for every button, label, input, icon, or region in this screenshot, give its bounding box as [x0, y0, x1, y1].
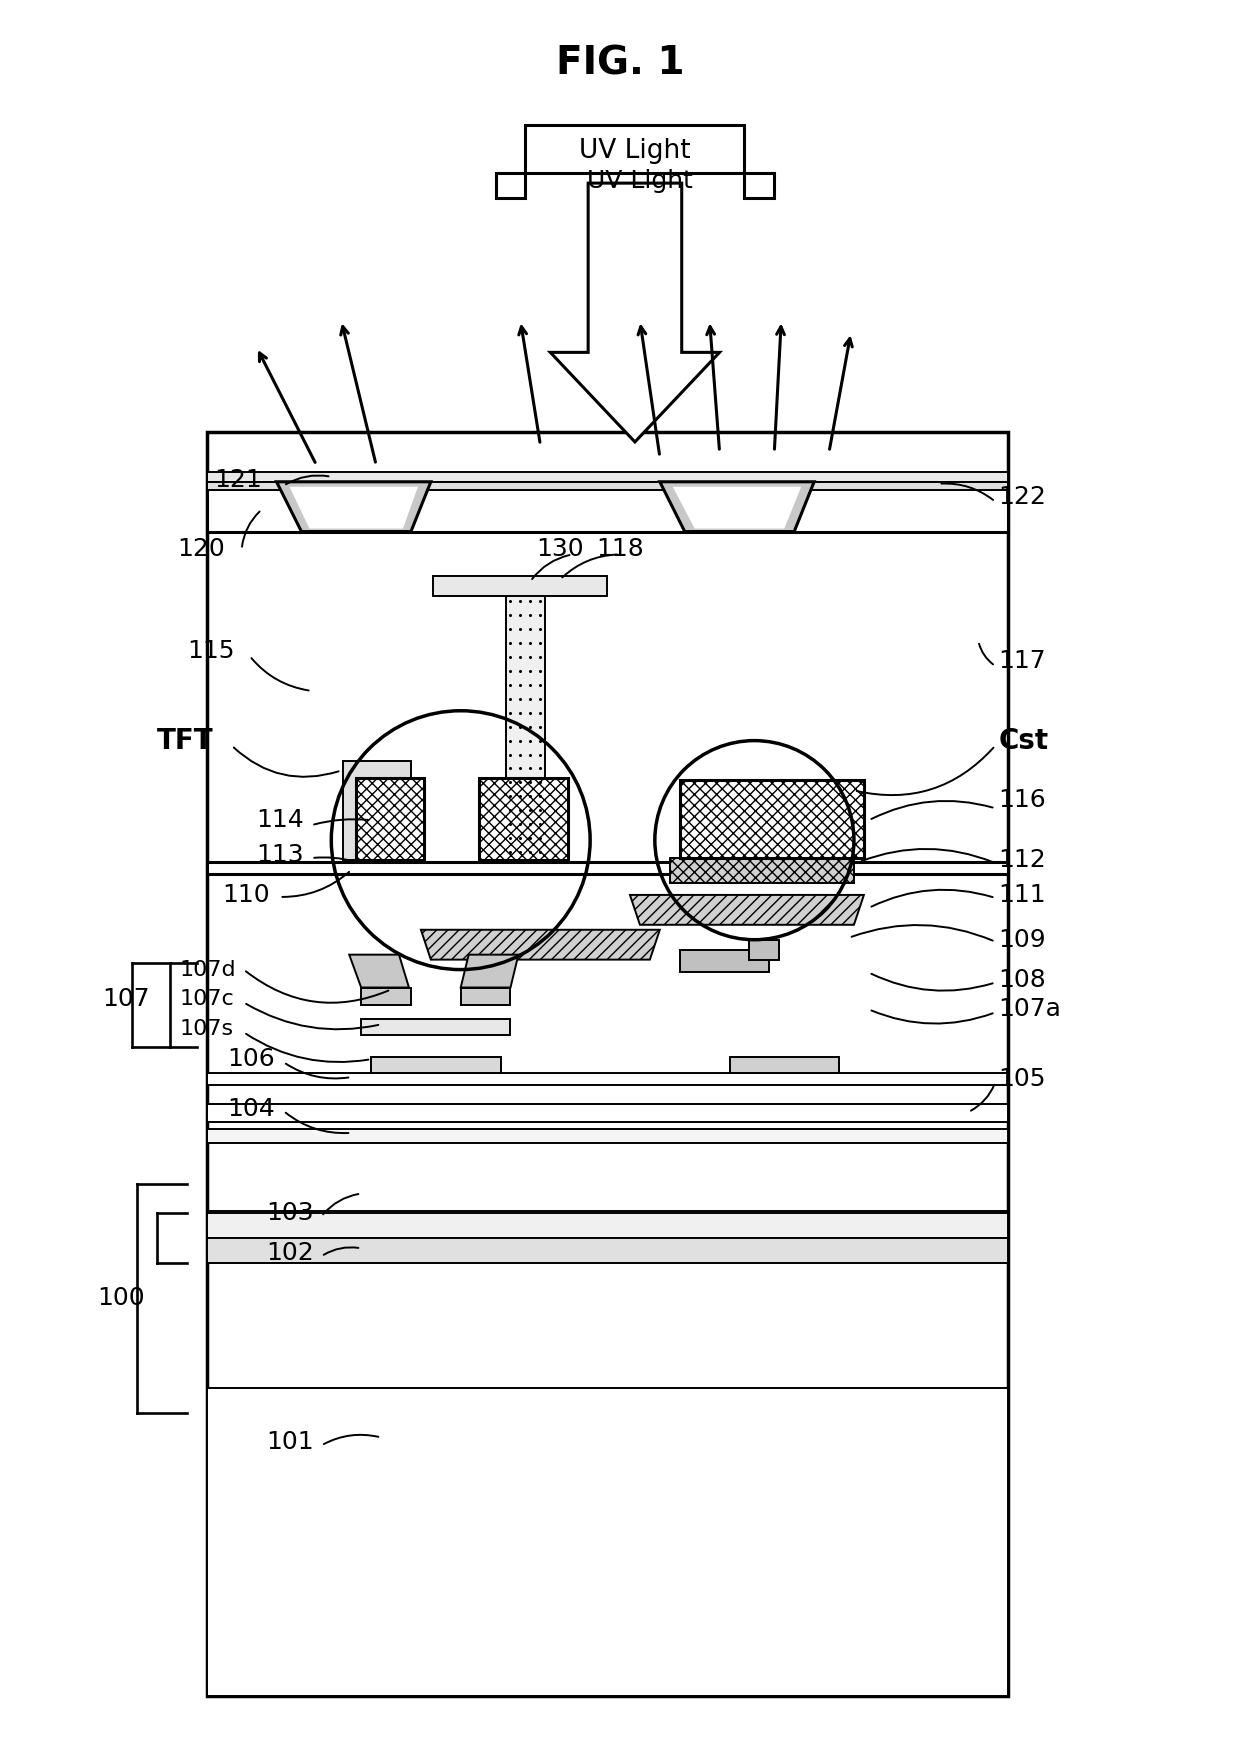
- Polygon shape: [660, 482, 815, 531]
- Text: UV Light: UV Light: [587, 168, 693, 193]
- Text: 114: 114: [257, 809, 304, 831]
- Text: 104: 104: [227, 1096, 274, 1121]
- Text: 117: 117: [998, 649, 1045, 674]
- Bar: [506, 591, 546, 861]
- Text: 106: 106: [227, 1047, 274, 1072]
- Text: 112: 112: [998, 849, 1047, 872]
- Bar: [207, 472, 1008, 482]
- Text: 121: 121: [213, 468, 262, 491]
- Text: 101: 101: [267, 1431, 314, 1454]
- Text: 120: 120: [177, 537, 224, 561]
- Polygon shape: [551, 182, 719, 442]
- Bar: [729, 1058, 839, 1073]
- Text: 102: 102: [267, 1242, 315, 1265]
- Polygon shape: [744, 174, 774, 198]
- Bar: [343, 761, 410, 859]
- Bar: [207, 1073, 1008, 1086]
- Text: 111: 111: [998, 882, 1045, 907]
- Text: 107a: 107a: [998, 998, 1061, 1021]
- Text: 103: 103: [267, 1201, 314, 1226]
- Text: 109: 109: [998, 928, 1045, 952]
- Bar: [361, 988, 410, 1005]
- Text: UV Light: UV Light: [579, 139, 691, 165]
- Bar: [207, 482, 1008, 531]
- Polygon shape: [461, 954, 518, 988]
- Text: 118: 118: [596, 537, 644, 561]
- Polygon shape: [277, 482, 430, 531]
- Bar: [680, 949, 769, 972]
- Polygon shape: [673, 488, 801, 528]
- Polygon shape: [289, 488, 418, 528]
- Text: 100: 100: [98, 1286, 145, 1310]
- Text: Cst: Cst: [998, 726, 1049, 754]
- Text: 130: 130: [537, 537, 584, 561]
- Bar: [207, 1214, 1008, 1238]
- Text: FIG. 1: FIG. 1: [556, 44, 684, 82]
- Bar: [207, 431, 1008, 1696]
- Text: 107: 107: [103, 988, 150, 1012]
- Bar: [680, 781, 864, 858]
- Polygon shape: [350, 954, 409, 988]
- Bar: [207, 861, 1008, 873]
- Bar: [207, 1130, 1008, 1144]
- Bar: [207, 1387, 1008, 1696]
- Polygon shape: [496, 174, 526, 198]
- Polygon shape: [630, 895, 864, 924]
- Bar: [207, 482, 1008, 489]
- Bar: [526, 125, 744, 174]
- Bar: [356, 779, 424, 859]
- Bar: [670, 858, 854, 882]
- Bar: [371, 1058, 501, 1073]
- Bar: [433, 577, 608, 596]
- Text: TFT: TFT: [157, 726, 213, 754]
- Text: 108: 108: [998, 968, 1047, 991]
- Bar: [207, 1103, 1008, 1123]
- Text: 107s: 107s: [180, 1019, 234, 1040]
- Text: 105: 105: [998, 1066, 1045, 1091]
- Bar: [479, 779, 568, 859]
- Bar: [207, 1238, 1008, 1263]
- Text: 116: 116: [998, 788, 1047, 812]
- Bar: [361, 1019, 511, 1035]
- Bar: [461, 988, 511, 1005]
- Text: 115: 115: [187, 638, 234, 663]
- Text: 110: 110: [222, 882, 269, 907]
- Text: 107c: 107c: [180, 989, 234, 1010]
- Text: 107d: 107d: [180, 959, 237, 979]
- Text: 113: 113: [257, 844, 304, 866]
- Bar: [749, 940, 779, 959]
- Text: 122: 122: [998, 484, 1047, 509]
- Polygon shape: [420, 930, 660, 959]
